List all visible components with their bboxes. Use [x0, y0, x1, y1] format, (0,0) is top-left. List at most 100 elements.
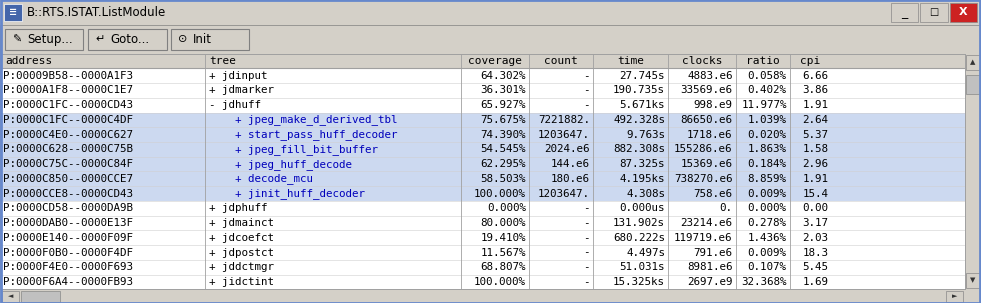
Text: P:00009B58--0000A1F3: P:00009B58--0000A1F3: [3, 71, 132, 81]
Text: Goto...: Goto...: [111, 33, 150, 46]
Text: 0.000us: 0.000us: [620, 203, 665, 213]
FancyBboxPatch shape: [5, 29, 83, 50]
Text: 4883.e6: 4883.e6: [687, 71, 733, 81]
Text: + jddctmgr: + jddctmgr: [209, 262, 274, 272]
Text: 86650.e6: 86650.e6: [681, 115, 733, 125]
FancyBboxPatch shape: [0, 68, 965, 83]
Text: B::RTS.ISTAT.ListModule: B::RTS.ISTAT.ListModule: [26, 6, 166, 19]
Text: 190.735s: 190.735s: [613, 85, 665, 95]
FancyBboxPatch shape: [920, 3, 948, 22]
Text: 74.390%: 74.390%: [481, 130, 526, 140]
Text: 1203647.: 1203647.: [538, 188, 590, 198]
FancyBboxPatch shape: [0, 201, 965, 216]
Text: 15.4: 15.4: [802, 188, 828, 198]
Text: 155286.e6: 155286.e6: [674, 145, 733, 155]
Text: ⊙: ⊙: [178, 34, 187, 44]
FancyBboxPatch shape: [0, 216, 965, 230]
Text: -: -: [584, 203, 590, 213]
Text: 2697.e9: 2697.e9: [687, 277, 733, 287]
Text: + jdmainct: + jdmainct: [209, 218, 274, 228]
Text: 738270.e6: 738270.e6: [674, 174, 733, 184]
Text: ✎: ✎: [12, 34, 22, 44]
Text: 2024.e6: 2024.e6: [544, 145, 590, 155]
Text: time: time: [617, 56, 644, 66]
Text: -: -: [584, 233, 590, 243]
Text: + jidctint: + jidctint: [209, 277, 274, 287]
Text: 131.902s: 131.902s: [613, 218, 665, 228]
Text: tree: tree: [210, 56, 236, 66]
Text: address: address: [5, 56, 52, 66]
Text: 0.278%: 0.278%: [748, 218, 787, 228]
Text: 1.039%: 1.039%: [748, 115, 787, 125]
Text: 18.3: 18.3: [802, 248, 828, 258]
FancyBboxPatch shape: [0, 260, 965, 275]
Text: 65.927%: 65.927%: [481, 100, 526, 110]
Text: 4.308s: 4.308s: [626, 188, 665, 198]
Text: 54.545%: 54.545%: [481, 145, 526, 155]
FancyBboxPatch shape: [22, 291, 60, 302]
Text: 3.17: 3.17: [802, 218, 828, 228]
Text: 68.807%: 68.807%: [481, 262, 526, 272]
Text: P:0000C850--0000CCE7: P:0000C850--0000CCE7: [3, 174, 132, 184]
FancyBboxPatch shape: [950, 3, 977, 22]
Text: clocks: clocks: [682, 56, 722, 66]
Text: -: -: [584, 71, 590, 81]
Text: P:0000C75C--0000C84F: P:0000C75C--0000C84F: [3, 159, 132, 169]
FancyBboxPatch shape: [2, 291, 20, 302]
Text: + jdphuff: + jdphuff: [209, 203, 267, 213]
Text: 492.328s: 492.328s: [613, 115, 665, 125]
Text: 58.503%: 58.503%: [481, 174, 526, 184]
Text: -: -: [584, 262, 590, 272]
Text: 80.000%: 80.000%: [481, 218, 526, 228]
Text: X: X: [959, 7, 967, 18]
Text: 19.410%: 19.410%: [481, 233, 526, 243]
Text: 33569.e6: 33569.e6: [681, 85, 733, 95]
Text: -: -: [584, 100, 590, 110]
Text: - jdhuff: - jdhuff: [209, 100, 261, 110]
Text: _: _: [902, 6, 907, 19]
FancyBboxPatch shape: [891, 3, 918, 22]
Text: 75.675%: 75.675%: [481, 115, 526, 125]
Text: 0.107%: 0.107%: [748, 262, 787, 272]
Text: 791.e6: 791.e6: [694, 248, 733, 258]
Text: Setup...: Setup...: [27, 33, 74, 46]
Text: -: -: [584, 248, 590, 258]
Text: + start_pass_huff_decoder: + start_pass_huff_decoder: [209, 129, 397, 140]
FancyBboxPatch shape: [946, 291, 963, 302]
FancyBboxPatch shape: [0, 127, 965, 142]
Text: + jdmarker: + jdmarker: [209, 85, 274, 95]
Text: 882.308s: 882.308s: [613, 145, 665, 155]
Text: 2.64: 2.64: [802, 115, 828, 125]
Text: ▲: ▲: [970, 59, 976, 65]
Text: 0.020%: 0.020%: [748, 130, 787, 140]
Text: ≡: ≡: [9, 7, 17, 18]
FancyBboxPatch shape: [966, 75, 980, 94]
Text: 758.e6: 758.e6: [694, 188, 733, 198]
Text: 0.402%: 0.402%: [748, 85, 787, 95]
Text: 100.000%: 100.000%: [474, 188, 526, 198]
Text: + jdpostct: + jdpostct: [209, 248, 274, 258]
Text: 4.497s: 4.497s: [626, 248, 665, 258]
Text: P:0000A1F8--0000C1E7: P:0000A1F8--0000C1E7: [3, 85, 132, 95]
Text: + jpeg_fill_bit_buffer: + jpeg_fill_bit_buffer: [209, 144, 378, 155]
Text: 0.184%: 0.184%: [748, 159, 787, 169]
Text: Init: Init: [193, 33, 212, 46]
Text: count: count: [544, 56, 578, 66]
FancyBboxPatch shape: [88, 29, 167, 50]
Text: 998.e9: 998.e9: [694, 100, 733, 110]
Text: ↵: ↵: [95, 34, 105, 44]
Text: 680.222s: 680.222s: [613, 233, 665, 243]
Text: coverage: coverage: [468, 56, 522, 66]
Text: 15.325ks: 15.325ks: [613, 277, 665, 287]
Text: 87.325s: 87.325s: [620, 159, 665, 169]
FancyBboxPatch shape: [0, 275, 965, 289]
Text: 3.86: 3.86: [802, 85, 828, 95]
FancyBboxPatch shape: [0, 186, 965, 201]
Text: 1.91: 1.91: [802, 174, 828, 184]
Text: -: -: [584, 218, 590, 228]
Text: ratio: ratio: [746, 56, 780, 66]
Text: + decode_mcu: + decode_mcu: [209, 173, 313, 184]
Text: 0.00: 0.00: [802, 203, 828, 213]
Text: 5.45: 5.45: [802, 262, 828, 272]
Text: 2.03: 2.03: [802, 233, 828, 243]
